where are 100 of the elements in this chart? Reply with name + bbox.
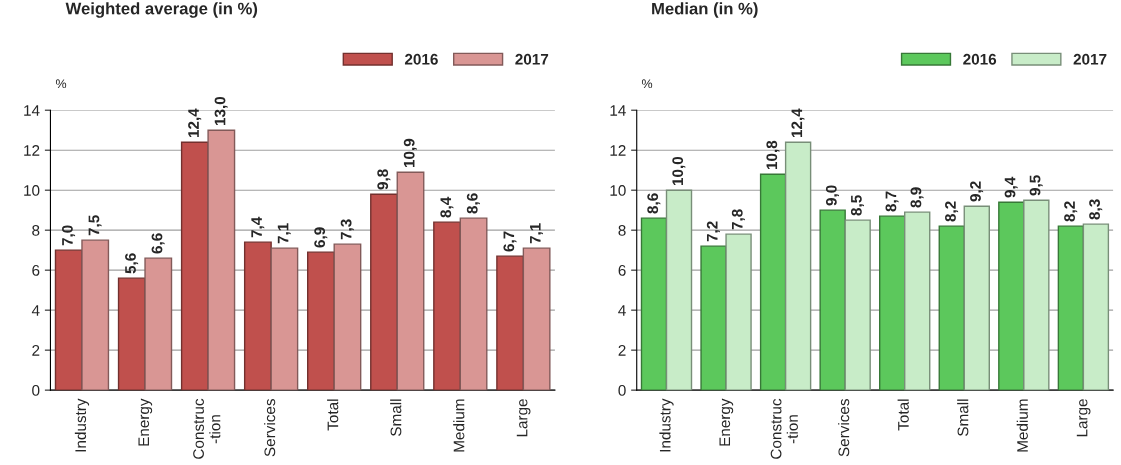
bar: [1082, 223, 1110, 391]
data-label: 7,4: [251, 216, 265, 238]
bar: [459, 217, 488, 391]
bar: [207, 129, 236, 391]
bar: [144, 257, 173, 391]
y-tick-label: 6: [32, 265, 40, 276]
data-label: 8,2: [945, 201, 959, 222]
chart-title: Weighted average (in %): [65, 2, 258, 18]
data-label: 6,9: [314, 227, 328, 248]
y-tick-label: 4: [31, 305, 40, 316]
y-tick-label: 2: [618, 345, 626, 356]
data-label: 8,7: [885, 191, 899, 212]
bar: [54, 249, 83, 391]
data-label: 7,1: [530, 223, 543, 244]
bar: [270, 247, 299, 391]
data-label: 10,9: [403, 138, 417, 168]
y-tick-label: 14: [24, 105, 40, 116]
y-tick-label: 14: [610, 105, 626, 116]
bar: [819, 209, 846, 391]
x-tick-label: Total: [327, 399, 339, 431]
data-label: 9,8: [377, 169, 391, 190]
legend-label: 2016: [404, 53, 438, 65]
bar: [725, 233, 752, 391]
bar: [665, 189, 693, 391]
bar: [700, 245, 727, 391]
x-tick-label: Services: [838, 399, 850, 457]
data-label: 8,5: [850, 195, 864, 216]
data-label: 10,0: [672, 156, 686, 186]
y-tick-label: 8: [618, 225, 626, 236]
bar: [81, 239, 110, 391]
bar: [370, 193, 398, 391]
x-tick-label: Industry: [74, 398, 90, 452]
data-label: 7,2: [706, 221, 720, 242]
x-tick-label: Large: [516, 399, 531, 437]
bar: [496, 255, 525, 391]
y-tick-label: 12: [610, 145, 626, 156]
data-label: 8,3: [1089, 199, 1103, 220]
bar: [963, 205, 990, 391]
data-label: 8,2: [1064, 201, 1078, 222]
data-label: 6,7: [503, 231, 517, 252]
bar: [433, 221, 462, 391]
y-tick-label: 6: [618, 265, 626, 276]
data-label: 8,9: [910, 187, 924, 208]
bar: [759, 173, 787, 391]
data-label: 12,4: [791, 108, 805, 138]
data-label: 9,5: [1029, 175, 1043, 196]
y-axis-title: %: [55, 79, 67, 89]
x-tick-label: Small: [390, 399, 402, 436]
bar: [180, 141, 209, 391]
bar: [396, 171, 425, 391]
data-label: 6,6: [151, 233, 165, 254]
bar: [938, 225, 965, 391]
bar: [1057, 225, 1085, 391]
data-label: 8,6: [647, 193, 661, 214]
data-label: 10,8: [766, 140, 780, 170]
x-tick-label: Small: [957, 399, 969, 436]
y-tick-label: 12: [24, 145, 40, 156]
bar: [333, 243, 362, 391]
y-tick-label: 8: [32, 225, 40, 236]
x-tick-label: Construc -tion: [770, 398, 798, 459]
data-label: 9,4: [1004, 176, 1018, 198]
bar: [640, 217, 668, 391]
data-label: 13,0: [214, 96, 228, 126]
y-tick-label: 10: [610, 185, 626, 196]
y-tick-label: 2: [32, 345, 40, 356]
bar: [844, 219, 871, 391]
data-label: 7,0: [62, 225, 76, 246]
data-label: 7,3: [340, 219, 354, 240]
legend-label: 2017: [515, 53, 549, 65]
legend-label: 2016: [963, 53, 997, 65]
y-tick-label: 4: [618, 305, 626, 316]
data-label: 7,8: [731, 209, 745, 230]
bar: [904, 211, 931, 391]
data-label: 9,0: [825, 185, 839, 206]
data-label: 12,4: [188, 108, 202, 138]
y-tick-label: 0: [32, 385, 40, 396]
bar: [998, 201, 1025, 391]
chart-title: Median (in %): [652, 2, 758, 18]
data-label: 7,1: [277, 223, 291, 244]
bar: [243, 241, 272, 391]
data-label: 9,2: [970, 181, 984, 202]
bar: [1023, 199, 1050, 391]
data-label: 5,6: [125, 253, 139, 274]
x-tick-label: Industry: [659, 398, 674, 452]
x-tick-label: Medium: [453, 399, 465, 452]
legend-label: 2017: [1073, 53, 1107, 65]
y-tick-label: 10: [24, 185, 40, 196]
x-tick-label: Large: [1076, 399, 1091, 437]
x-tick-label: Total: [897, 399, 909, 431]
y-tick-label: 0: [618, 385, 626, 396]
data-label: 8,6: [466, 193, 480, 214]
data-label: 7,5: [88, 215, 102, 236]
bar: [307, 251, 335, 391]
x-tick-label: Energy: [719, 398, 734, 446]
bar: [879, 215, 906, 391]
x-tick-label: Energy: [138, 398, 153, 446]
y-axis-title: %: [641, 79, 653, 89]
x-tick-label: Medium: [1016, 399, 1028, 452]
x-tick-label: Construc -tion: [193, 398, 221, 459]
bar: [784, 141, 812, 391]
